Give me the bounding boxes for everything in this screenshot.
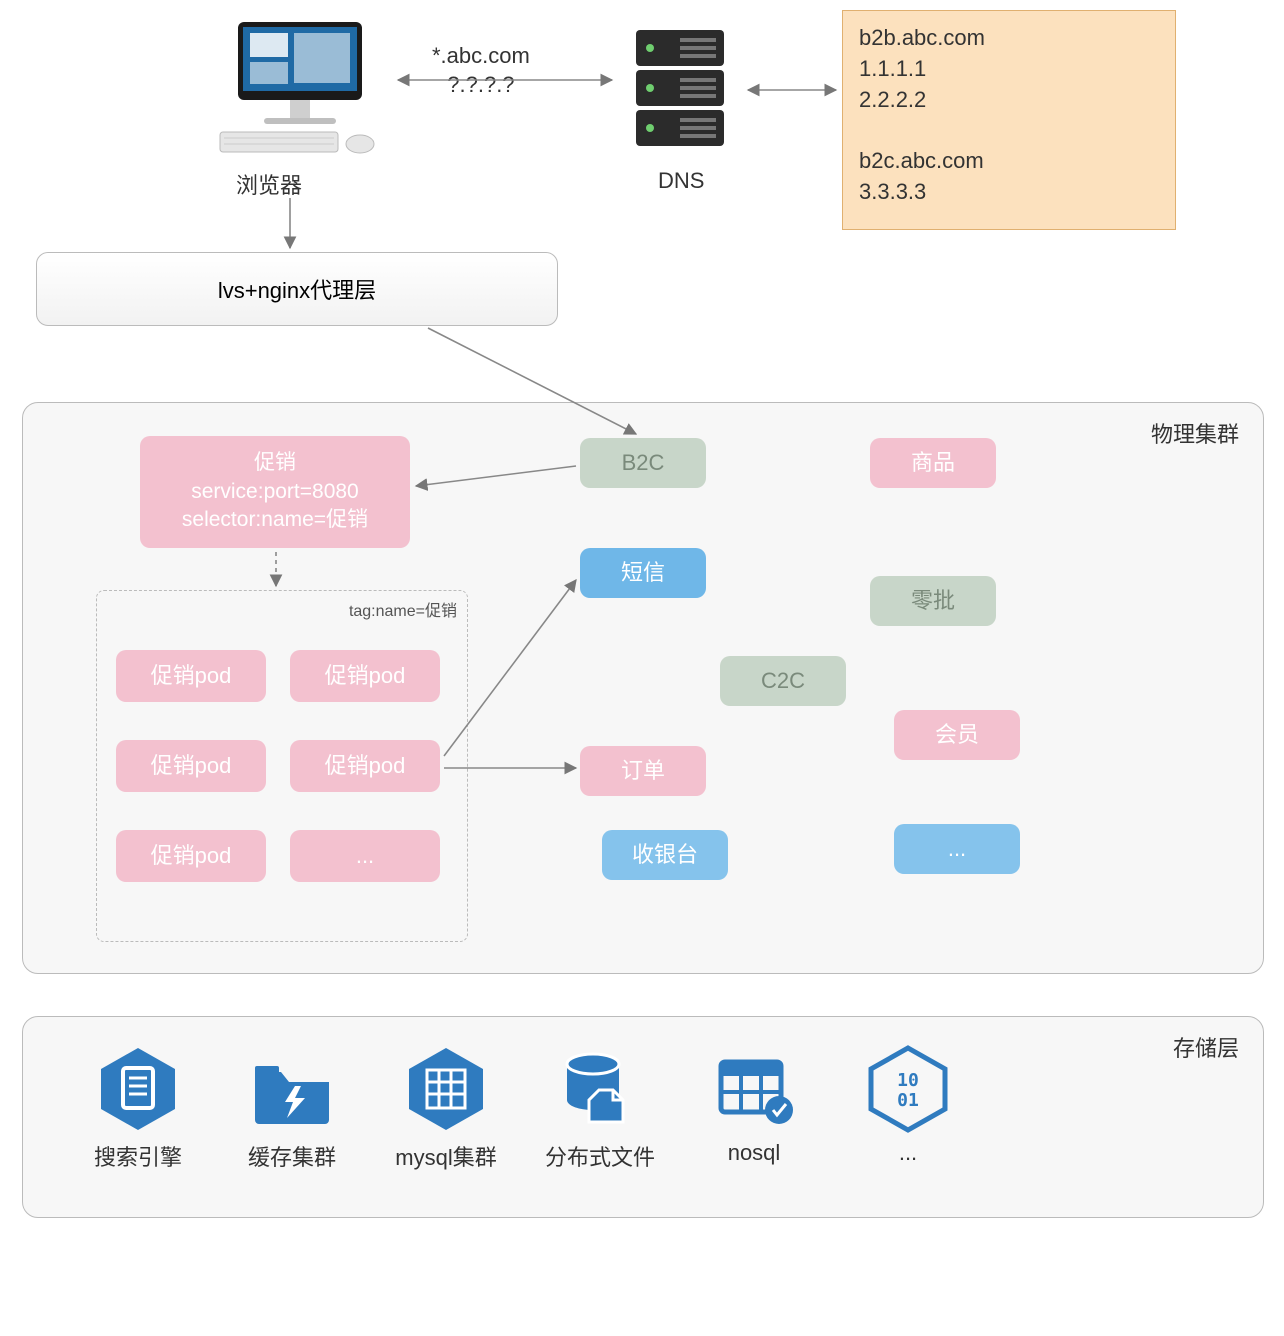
folder-bolt-icon bbox=[247, 1044, 337, 1134]
pod-node: 促销pod bbox=[116, 830, 266, 882]
dns-query-domain: *.abc.com bbox=[432, 42, 530, 71]
proxy-layer-label: lvs+nginx代理层 bbox=[218, 273, 376, 305]
browser-label: 浏览器 bbox=[236, 168, 302, 200]
node-dingdan: 订单 bbox=[580, 746, 706, 796]
node-duanxin: 短信 bbox=[580, 548, 706, 598]
storage-item-label: 搜索引擎 bbox=[68, 1140, 208, 1172]
pod-node: 促销pod bbox=[290, 740, 440, 792]
hex-binary-icon: 10 01 bbox=[863, 1044, 953, 1134]
dns-query-label: *.abc.com ?.?.?.? bbox=[432, 42, 530, 99]
storage-item-nosql: nosql bbox=[684, 1044, 824, 1166]
node-lingpi: 零批 bbox=[870, 576, 996, 626]
physical-cluster-title: 物理集群 bbox=[1151, 417, 1239, 449]
node-shangpin: 商品 bbox=[870, 438, 996, 488]
table-icon bbox=[709, 1044, 799, 1134]
proxy-layer-box: lvs+nginx代理层 bbox=[36, 252, 558, 326]
storage-item-cache: 缓存集群 bbox=[222, 1044, 362, 1172]
node-shouyintai: 收银台 bbox=[602, 830, 728, 880]
browser-icon bbox=[210, 18, 390, 158]
hex-doc-icon bbox=[93, 1044, 183, 1134]
dns-records-box: b2b.abc.com 1.1.1.1 2.2.2.2 b2c.abc.com … bbox=[842, 10, 1176, 230]
svg-text:01: 01 bbox=[897, 1090, 919, 1111]
pod-node: 促销pod bbox=[116, 740, 266, 792]
storage-layer-title: 存储层 bbox=[1173, 1031, 1239, 1063]
hex-grid-icon bbox=[401, 1044, 491, 1134]
storage-item-label: 分布式文件 bbox=[530, 1140, 670, 1172]
service-definition-box: 促销 service:port=8080 selector:name=促销 bbox=[140, 436, 410, 548]
storage-item-label: ... bbox=[838, 1140, 978, 1166]
storage-item-mysql: mysql集群 bbox=[376, 1044, 516, 1172]
pod-node: 促销pod bbox=[116, 650, 266, 702]
pod-node: 促销pod bbox=[290, 650, 440, 702]
storage-item-dfs: 分布式文件 bbox=[530, 1044, 670, 1172]
dns-label: DNS bbox=[658, 168, 704, 194]
diagram-canvas: 浏览器 *.abc.com ?.?.?.? DNS b2b.abc.com 1.… bbox=[0, 0, 1284, 1336]
pod-group-tag: tag:name=促销 bbox=[349, 597, 457, 621]
pod-node-more: ... bbox=[290, 830, 440, 882]
storage-item-more: 10 01 ... bbox=[838, 1044, 978, 1166]
node-more: ... bbox=[894, 824, 1020, 874]
svg-text:10: 10 bbox=[897, 1070, 919, 1091]
db-file-icon bbox=[555, 1044, 645, 1134]
storage-item-label: mysql集群 bbox=[376, 1140, 516, 1172]
storage-item-search: 搜索引擎 bbox=[68, 1044, 208, 1172]
dns-server-icon bbox=[620, 26, 740, 154]
storage-item-label: nosql bbox=[684, 1140, 824, 1166]
storage-item-label: 缓存集群 bbox=[222, 1140, 362, 1172]
dns-query-ip: ?.?.?.? bbox=[432, 71, 530, 100]
node-huiyuan: 会员 bbox=[894, 710, 1020, 760]
node-c2c: C2C bbox=[720, 656, 846, 706]
node-b2c: B2C bbox=[580, 438, 706, 488]
